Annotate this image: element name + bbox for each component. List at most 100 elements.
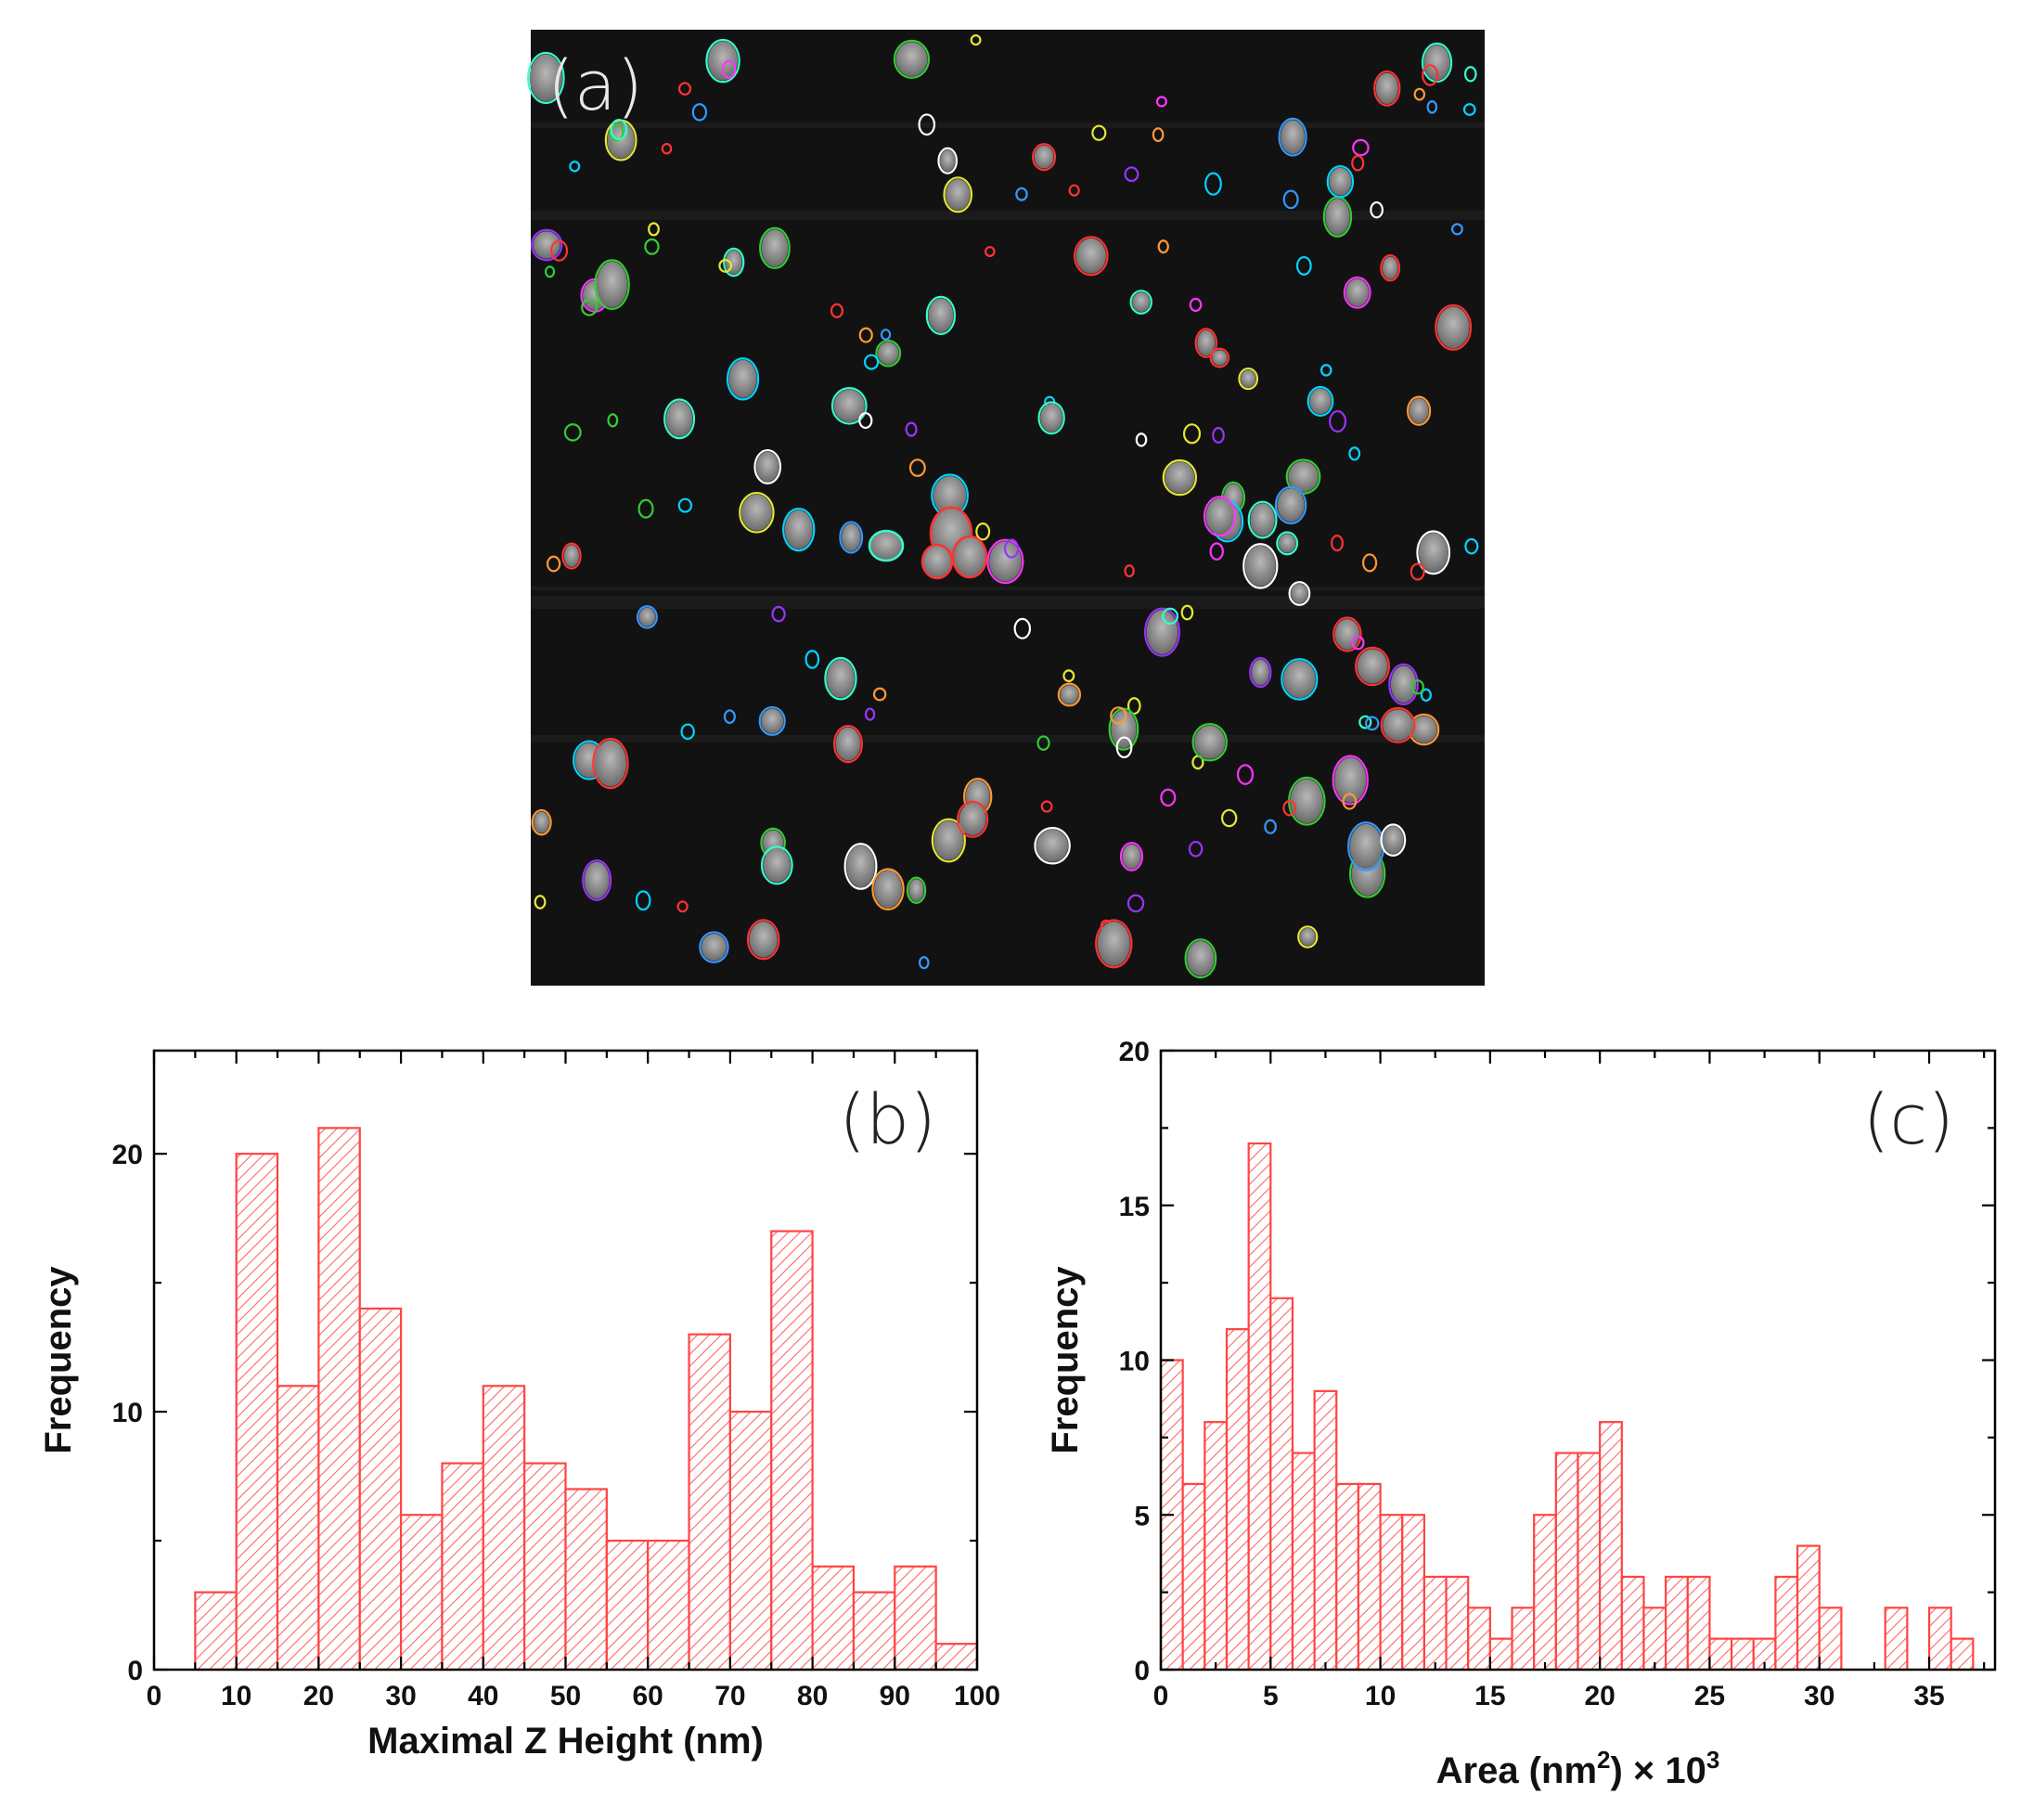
particle-outline [569, 161, 581, 173]
particle-outline [1332, 616, 1362, 652]
particle-outline [1249, 656, 1272, 689]
particle-outline [832, 724, 863, 764]
chart-b-x-tick-label: 50 [550, 1681, 581, 1711]
particle-outline [906, 876, 927, 905]
particle-outline [637, 498, 654, 519]
particle-blob [1281, 120, 1306, 155]
chart-b-x-tick-label: 40 [468, 1681, 498, 1711]
chart-c-bar [1686, 1575, 1711, 1672]
afm-particles [527, 34, 1479, 979]
particle-outline [1380, 823, 1407, 857]
particle-outline [1450, 223, 1463, 236]
chart-b-x-tick-label: 80 [797, 1681, 828, 1711]
particle-outline [563, 423, 582, 442]
chart-c-y-tick-label: 20 [1119, 1037, 1150, 1067]
particle-outline [1373, 70, 1401, 107]
particle-blob [607, 122, 635, 159]
particle-outline [1238, 367, 1259, 391]
particle-outline [534, 895, 547, 910]
particle-blob [873, 870, 903, 909]
particle-outline [758, 705, 786, 736]
particle-outline [1347, 821, 1385, 871]
particle-blob [1309, 388, 1332, 415]
particle-outline [925, 295, 957, 335]
particle-blob [1329, 167, 1352, 196]
particle-outline [581, 299, 599, 316]
particle-outline [691, 103, 708, 122]
particle-outline [1276, 531, 1299, 556]
chart-b-bar [482, 1385, 526, 1672]
chart-c-bar [1422, 1575, 1448, 1672]
chart-c-bar [1599, 1421, 1623, 1672]
chart-c-x-tick-label: 20 [1584, 1681, 1615, 1711]
chart-b-panel-label: (b) [839, 1080, 936, 1160]
chart-b-bar [194, 1591, 238, 1672]
particle-blob [763, 847, 792, 883]
particle-outline [677, 82, 692, 96]
chart-b-y-tick-label: 20 [112, 1140, 143, 1170]
particle-outline [648, 222, 660, 237]
chart-c-bar [1511, 1607, 1536, 1672]
particle-outline [1091, 124, 1107, 141]
particle-outline [824, 656, 857, 701]
particle-outline [1110, 706, 1127, 725]
particle-outline [721, 59, 737, 79]
particle-outline [1115, 736, 1133, 759]
particle-outline [531, 808, 552, 836]
particle-outline [1188, 840, 1204, 858]
chart-c-bar [1467, 1607, 1491, 1672]
particle-blob [1122, 844, 1141, 870]
particle-outline [1194, 328, 1218, 358]
chart-c-bar [1665, 1575, 1689, 1672]
histogram-z-height: 0 10 20 30 40 50 60 70 80 90 100 0 10 20 Frequency (b) M… [38, 1049, 1000, 1762]
particle-outline [830, 303, 844, 318]
chart-c-x-tick-label: 0 [1153, 1681, 1169, 1711]
chart-b-bar [235, 1153, 279, 1672]
particle-blob [749, 921, 778, 958]
particle-outline [1380, 706, 1416, 743]
particle-outline [1410, 679, 1424, 695]
particle-outline [1129, 290, 1152, 315]
particle-blob [1097, 922, 1130, 966]
particle-outline [1155, 96, 1167, 108]
chart-c-x-axis-title: Area (nm2) × 103 [1436, 1746, 1720, 1791]
particle-blob [1349, 823, 1383, 870]
particle-outline [1421, 42, 1453, 84]
particle-blob [1291, 583, 1308, 604]
particle-blob [1034, 145, 1054, 169]
particle-outline [1003, 538, 1020, 559]
chart-b-bar [811, 1565, 856, 1672]
chart-c-y-tick-label: 0 [1134, 1656, 1150, 1686]
particle-blob [1212, 350, 1228, 366]
particle-outline [1462, 103, 1476, 116]
particle-outline [680, 723, 695, 741]
scan-streak [531, 123, 1485, 128]
particle-blob [701, 933, 727, 962]
particle-outline [863, 354, 880, 370]
particle-outline [1095, 919, 1133, 969]
particle-outline [1209, 542, 1224, 561]
chart-b-bar [894, 1565, 937, 1672]
chart-b-x-tick-label: 100 [954, 1681, 1000, 1711]
particle-outline [1351, 635, 1365, 651]
particle-blob [1205, 497, 1234, 535]
particle-outline [1032, 143, 1057, 172]
particle-blob [1282, 660, 1316, 699]
particle-outline [594, 259, 630, 310]
chart-c-bar [1731, 1637, 1755, 1672]
particle-outline [1370, 200, 1384, 219]
particle-blob [1288, 460, 1319, 493]
particle-blob [1436, 306, 1470, 349]
chart-b-bar [770, 1230, 814, 1672]
particle-blob [529, 54, 563, 102]
chart-c-panel-label: (c) [1863, 1080, 1954, 1160]
particle-outline [1365, 716, 1380, 731]
chart-b-x-tick-label: 70 [714, 1681, 745, 1711]
chart-c-bar [1313, 1389, 1338, 1672]
particle-outline [1160, 788, 1177, 807]
particle-blob [1299, 927, 1316, 947]
particle-blob [1111, 710, 1137, 749]
particle-outline [705, 38, 740, 84]
particle-outline [582, 859, 612, 901]
chart-c-bar [1291, 1452, 1316, 1672]
